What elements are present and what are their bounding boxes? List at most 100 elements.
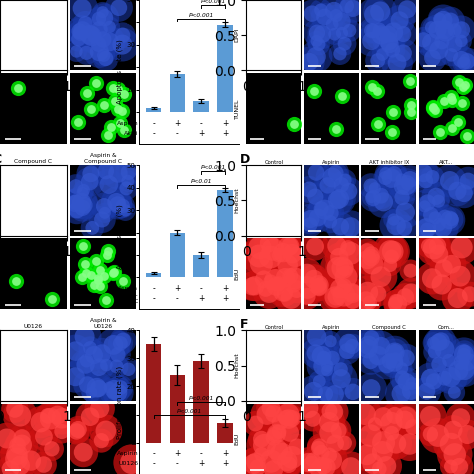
- Point: [412, 199, 419, 207]
- Text: -: -: [152, 284, 155, 293]
- Text: D: D: [239, 153, 250, 165]
- Bar: [170, 233, 185, 277]
- Point: [429, 188, 437, 196]
- Point: [436, 261, 443, 268]
- Point: [436, 261, 443, 268]
- Point: [428, 196, 436, 203]
- Point: [182, 158, 190, 165]
- Point: [375, 375, 383, 383]
- Text: Asprin: Asprin: [118, 286, 138, 291]
- Point: [161, 48, 169, 56]
- Text: +: +: [174, 449, 181, 458]
- Point: [137, 108, 145, 115]
- Point: [225, 33, 232, 40]
- Point: [345, 243, 352, 251]
- Text: P<0.001: P<0.001: [201, 165, 226, 170]
- Point: [230, 106, 237, 114]
- Point: [429, 96, 437, 104]
- Point: [433, 37, 440, 45]
- Title: AKT...: AKT...: [439, 160, 454, 164]
- Title: Com...: Com...: [438, 325, 455, 330]
- Point: [397, 345, 404, 353]
- Point: [260, 215, 267, 223]
- Bar: [217, 423, 233, 443]
- Point: [435, 173, 442, 181]
- Title: Aspirin: Aspirin: [322, 160, 340, 164]
- Title: Compound C: Compound C: [372, 325, 406, 330]
- Title: U0126: U0126: [24, 324, 43, 329]
- Bar: [193, 255, 209, 277]
- Text: P<0.01: P<0.01: [191, 179, 212, 183]
- Y-axis label: EdU: EdU: [235, 267, 239, 280]
- Text: P<0.001: P<0.001: [189, 12, 214, 18]
- Point: [177, 21, 184, 28]
- Point: [447, 88, 455, 95]
- Point: [232, 63, 239, 71]
- Y-axis label: Apoptosis rate (%): Apoptosis rate (%): [117, 39, 123, 104]
- Point: [170, 100, 177, 108]
- Text: Comp-
ound C: Comp- ound C: [116, 293, 138, 304]
- Point: [463, 214, 470, 222]
- Point: [447, 116, 454, 123]
- Bar: [193, 101, 209, 112]
- Point: [387, 132, 395, 139]
- Point: [464, 90, 471, 98]
- Text: -: -: [152, 119, 155, 128]
- Point: [445, 22, 452, 29]
- Y-axis label: Apoptosis rate (%): Apoptosis rate (%): [117, 205, 123, 269]
- Point: [365, 56, 373, 64]
- Text: +: +: [198, 294, 204, 303]
- Point: [416, 276, 424, 284]
- Point: [125, 391, 133, 398]
- Point: [225, 33, 232, 40]
- Text: -: -: [200, 284, 202, 293]
- Point: [89, 150, 97, 157]
- Point: [409, 255, 417, 262]
- Text: P<0.001: P<0.001: [201, 0, 226, 4]
- Point: [89, 150, 97, 157]
- Y-axis label: TUNEL: TUNEL: [235, 98, 239, 118]
- Point: [460, 241, 468, 249]
- Point: [389, 46, 397, 54]
- Text: +: +: [198, 129, 204, 138]
- Point: [182, 158, 190, 165]
- Point: [318, 57, 325, 65]
- Y-axis label: EdU: EdU: [235, 433, 239, 445]
- Point: [359, 9, 366, 17]
- Point: [408, 118, 416, 126]
- Point: [158, 108, 166, 115]
- Point: [232, 63, 239, 71]
- Point: [472, 50, 474, 57]
- Point: [213, 357, 221, 365]
- Point: [420, 1, 428, 9]
- Text: -: -: [152, 129, 155, 138]
- Point: [460, 199, 468, 206]
- Point: [457, 32, 465, 40]
- Point: [372, 332, 379, 339]
- Bar: [193, 361, 209, 443]
- Text: P<0.001: P<0.001: [177, 409, 202, 414]
- Point: [184, 256, 192, 264]
- Point: [412, 308, 419, 316]
- Point: [447, 88, 455, 95]
- Point: [463, 55, 471, 63]
- Point: [469, 85, 474, 93]
- Point: [436, 63, 443, 71]
- Point: [394, 50, 402, 57]
- Point: [349, 10, 357, 18]
- Text: +: +: [222, 284, 228, 293]
- Point: [397, 345, 404, 353]
- Text: -: -: [200, 119, 202, 128]
- Point: [386, 97, 393, 105]
- Text: -: -: [152, 294, 155, 303]
- Point: [90, 112, 98, 120]
- Y-axis label: Proliferation rate (%): Proliferation rate (%): [117, 365, 123, 439]
- Point: [354, 68, 361, 75]
- Point: [386, 97, 393, 105]
- Point: [254, 0, 261, 4]
- Text: -: -: [152, 459, 155, 468]
- Point: [433, 37, 440, 45]
- Point: [125, 391, 133, 398]
- Text: +: +: [222, 459, 228, 468]
- Point: [359, 9, 366, 17]
